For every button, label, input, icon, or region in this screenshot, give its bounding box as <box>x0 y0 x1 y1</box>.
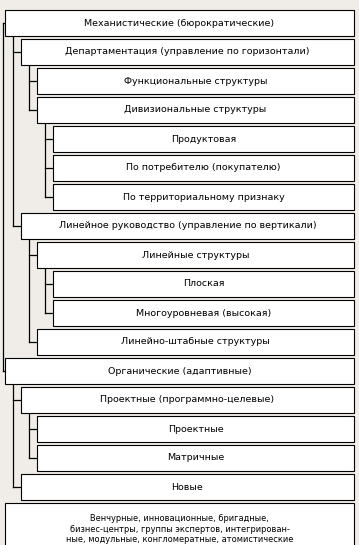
Text: Многоуровневая (высокая): Многоуровневая (высокая) <box>136 308 271 318</box>
Text: Продуктовая: Продуктовая <box>171 135 236 143</box>
FancyBboxPatch shape <box>5 503 354 545</box>
Text: По территориальному признаку: По территориальному признаку <box>123 192 284 202</box>
FancyBboxPatch shape <box>21 474 354 500</box>
FancyBboxPatch shape <box>37 242 354 268</box>
Text: Проектные: Проектные <box>168 425 223 433</box>
Text: Новые: Новые <box>172 482 204 492</box>
Text: По потребителю (покупателю): По потребителю (покупателю) <box>126 164 281 173</box>
FancyBboxPatch shape <box>5 358 354 384</box>
Text: Проектные (программно-целевые): Проектные (программно-целевые) <box>101 396 275 404</box>
Text: Механистические (бюрократические): Механистические (бюрократические) <box>84 19 275 27</box>
Text: Линейное руководство (управление по вертикали): Линейное руководство (управление по верт… <box>59 221 316 231</box>
FancyBboxPatch shape <box>37 329 354 355</box>
FancyBboxPatch shape <box>53 126 354 152</box>
Text: Венчурные, инновационные, бригадные,
бизнес-центры, группы экспертов, интегриров: Венчурные, инновационные, бригадные, биз… <box>66 514 293 544</box>
Text: Линейно-штабные структуры: Линейно-штабные структуры <box>121 337 270 347</box>
FancyBboxPatch shape <box>53 184 354 210</box>
FancyBboxPatch shape <box>21 387 354 413</box>
FancyBboxPatch shape <box>21 213 354 239</box>
FancyBboxPatch shape <box>37 68 354 94</box>
FancyBboxPatch shape <box>37 445 354 471</box>
Text: Органические (адаптивные): Органические (адаптивные) <box>108 366 251 376</box>
FancyBboxPatch shape <box>37 97 354 123</box>
FancyBboxPatch shape <box>53 300 354 326</box>
FancyBboxPatch shape <box>21 39 354 65</box>
Text: Функциональные структуры: Функциональные структуры <box>124 76 267 86</box>
Text: Матричные: Матричные <box>167 453 224 463</box>
FancyBboxPatch shape <box>53 155 354 181</box>
Text: Дивизиональные структуры: Дивизиональные структуры <box>124 106 267 114</box>
Text: Плоская: Плоская <box>183 280 224 288</box>
Text: Департаментация (управление по горизонтали): Департаментация (управление по горизонта… <box>65 47 310 57</box>
FancyBboxPatch shape <box>37 416 354 442</box>
Text: Линейные структуры: Линейные структуры <box>142 251 249 259</box>
FancyBboxPatch shape <box>53 271 354 297</box>
FancyBboxPatch shape <box>5 10 354 36</box>
